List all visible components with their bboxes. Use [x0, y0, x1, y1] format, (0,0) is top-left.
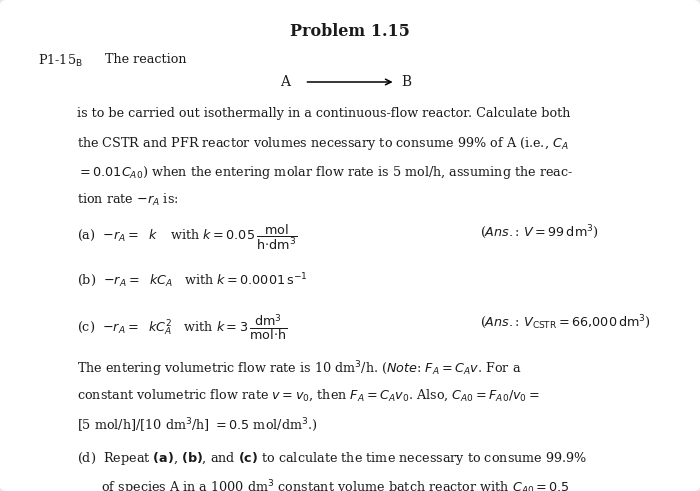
Text: (a)  $-r_A =$  $k\,$   with $k = 0.05\,\dfrac{\mathrm{mol}}{\mathrm{h{\cdot}dm^3: (a) $-r_A =$ $k\,$ with $k = 0.05\,\dfra…	[77, 223, 297, 252]
Text: [5 mol/h]/[10 dm$^3$/h] $= 0.5$ mol/dm$^3$.): [5 mol/h]/[10 dm$^3$/h] $= 0.5$ mol/dm$^…	[77, 416, 318, 434]
Text: The entering volumetric flow rate is 10 dm$^3$/h. ($\mathit{Note}$: $F_A = C_A v: The entering volumetric flow rate is 10 …	[77, 359, 522, 379]
Text: constant volumetric flow rate $v = v_0$, then $F_A = C_A v_0$. Also, $C_{A0} = F: constant volumetric flow rate $v = v_0$,…	[77, 388, 540, 404]
Text: $= 0.01C_{A0}$) when the entering molar flow rate is 5 mol/h, assuming the reac-: $= 0.01C_{A0}$) when the entering molar …	[77, 164, 573, 181]
Text: (d)  Repeat $\mathbf{(a)}$, $\mathbf{(b)}$, and $\mathbf{(c)}$ to calculate the : (d) Repeat $\mathbf{(a)}$, $\mathbf{(b)}…	[77, 450, 587, 467]
Text: ($\mathit{Ans.}$: $V = 99\,\mathrm{dm^3}$): ($\mathit{Ans.}$: $V = 99\,\mathrm{dm^3}…	[480, 223, 598, 241]
Text: the CSTR and PFR reactor volumes necessary to consume 99% of A (i.e., $C_A$: the CSTR and PFR reactor volumes necessa…	[77, 135, 568, 152]
Text: of species A in a 1000 dm$^3$ constant volume batch reactor with $C_{A0} = 0.5$: of species A in a 1000 dm$^3$ constant v…	[77, 478, 570, 491]
Text: is to be carried out isothermally in a continuous-flow reactor. Calculate both: is to be carried out isothermally in a c…	[77, 107, 570, 119]
Text: A: A	[280, 75, 290, 89]
Text: tion rate $-r_A$ is:: tion rate $-r_A$ is:	[77, 192, 178, 208]
Text: ($\mathit{Ans.}$: $V_\mathrm{CSTR} = 66{,}000\,\mathrm{dm^3}$): ($\mathit{Ans.}$: $V_\mathrm{CSTR} = 66{…	[480, 313, 650, 330]
Text: The reaction: The reaction	[105, 53, 186, 65]
Text: Problem 1.15: Problem 1.15	[290, 23, 410, 40]
Text: P1-15$_\mathrm{B}$: P1-15$_\mathrm{B}$	[38, 53, 83, 69]
Text: B: B	[401, 75, 411, 89]
Text: (c)  $-r_A =$  $kC_A^2$   with $k = 3\,\dfrac{\mathrm{dm^3}}{\mathrm{mol{\cdot}h: (c) $-r_A =$ $kC_A^2$ with $k = 3\,\dfra…	[77, 313, 287, 343]
Text: (b)  $-r_A =$  $kC_A$   with $k = 0.0001\,\mathrm{s^{-1}}$: (b) $-r_A =$ $kC_A$ with $k = 0.0001\,\m…	[77, 271, 307, 289]
